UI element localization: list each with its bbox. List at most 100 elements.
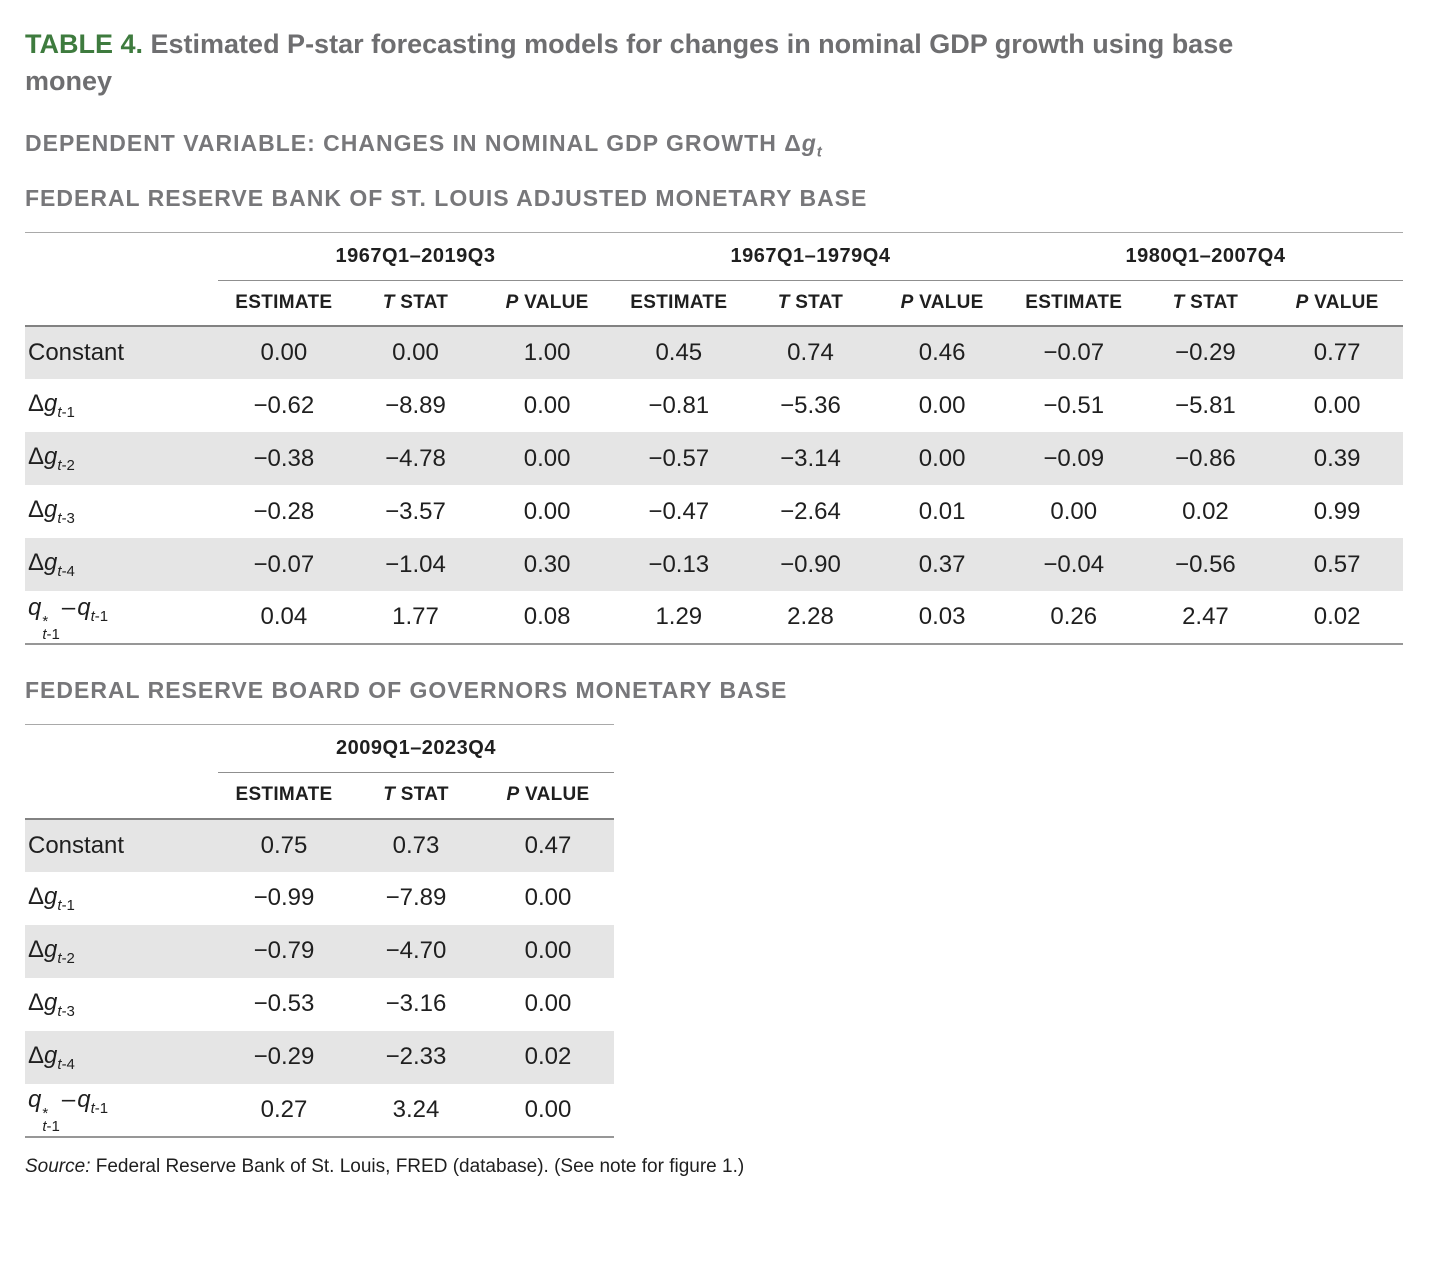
value-cell: −5.81 [1175,391,1236,419]
value-cell: 0.26 [1007,591,1140,646]
value-cell: −0.29 [218,1030,350,1084]
stlouis-base-table: 1967Q1–2019Q3 1967Q1–1979Q4 1980Q1–2007Q… [25,231,1403,646]
value-cell: 0.00 [349,326,482,380]
value-cell: −0.57 [612,432,745,486]
period-header: 1980Q1–2007Q4 [1007,231,1403,281]
value-cell: −7.89 [385,884,447,912]
value-cell: 0.04 [218,591,350,646]
table-number: TABLE 4. [25,29,144,59]
value-cell: 0.99 [1313,497,1361,525]
dependent-variable-text: DEPENDENT VARIABLE: CHANGES IN NOMINAL G… [25,130,785,156]
table-row-constant: Constant 0.75 0.73 0.47 [25,818,614,872]
tstat-header: T STAT [744,280,877,328]
value-cell: 1.00 [481,326,613,380]
value-cell: −0.04 [1007,538,1140,592]
row-label: Δgt-1 [28,882,75,914]
value-cell: 2.47 [1139,591,1272,646]
value-cell: −4.78 [349,432,482,486]
value-cell: 0.46 [876,326,1008,380]
delta-glyph: Δ [784,130,802,156]
table-row-dg1: Δgt-1 −0.99 −7.89 0.00 [25,872,614,925]
value-cell: 0.27 [218,1083,350,1138]
value-cell: −5.36 [780,391,841,419]
value-cell: −0.90 [744,538,877,592]
value-cell: 0.00 [481,432,613,486]
section-heading-governors: FEDERAL RESERVE BOARD OF GOVERNORS MONET… [25,677,788,704]
table-row-dg1: Δgt-1 −0.62 −8.89 0.00 −0.81 −5.36 0.00 … [25,379,1403,432]
pvalue-header: P VALUE [482,772,614,820]
value-cell: 0.00 [482,1083,614,1138]
row-label: Δgt-3 [28,988,75,1020]
value-cell: 0.02 [1182,497,1229,525]
value-cell: 0.45 [612,326,745,380]
row-label: q * t-1 –qt-1 [25,591,218,646]
table-row-constant: Constant 0.00 0.00 1.00 0.45 0.74 0.46 −… [25,326,1403,380]
row-label: Δgt-4 [25,1030,218,1084]
row-label: q * t-1 –qt-1 [25,1083,218,1138]
value-cell: −0.51 [1043,391,1105,419]
value-cell: −0.47 [648,497,710,525]
row-label: Constant [25,818,218,872]
value-cell: −0.38 [218,432,350,486]
value-cell: 1.29 [612,591,745,646]
table-row-qgap: q * t-1 –qt-1 0.04 1.77 0.08 1.29 2.28 0.03… [25,591,1403,646]
estimate-header: ESTIMATE [612,280,745,328]
section-heading-stlouis: FEDERAL RESERVE BANK OF ST. LOUIS ADJUST… [25,184,868,211]
table-title-text: Estimated P-star forecasting models for … [25,29,1234,96]
table-row-dg2: Δgt-2 −0.79 −4.70 0.00 [25,924,614,978]
value-cell: 0.08 [481,591,613,646]
value-cell: 0.00 [523,497,571,525]
value-cell: −0.28 [253,497,315,525]
period-header-row: 2009Q1–2023Q4 [25,724,614,774]
value-cell: 2.28 [744,591,877,646]
value-cell: −3.14 [744,432,877,486]
row-label: Δgt-2 [25,924,218,978]
value-cell: 0.73 [350,818,482,872]
value-cell: −1.04 [349,538,482,592]
value-cell: −0.99 [253,884,315,912]
delta-g-t-symbol: Δgt [784,130,822,161]
t-subscript: t [816,143,822,161]
table-row-dg2: Δgt-2 −0.38 −4.78 0.00 −0.57 −3.14 0.00 … [25,432,1403,486]
table-row-qgap: q * t-1 –qt-1 0.27 3.24 0.00 [25,1083,614,1138]
dependent-variable-heading: DEPENDENT VARIABLE: CHANGES IN NOMINAL G… [25,130,1412,161]
value-cell: 0.00 [218,326,350,380]
value-cell: −0.09 [1007,432,1140,486]
corner-cell [25,724,218,773]
corner-cell [25,280,218,328]
estimate-header: ESTIMATE [218,772,350,820]
row-label: Δgt-1 [28,390,75,421]
value-cell: 0.01 [918,497,966,525]
value-cell: −2.33 [350,1030,482,1084]
value-cell: 0.00 [523,391,571,419]
value-cell: 0.00 [524,990,572,1018]
value-cell: 0.75 [218,818,350,872]
value-cell: 0.39 [1271,432,1403,486]
value-cell: −0.79 [218,924,350,978]
table-row-dg4: Δgt-4 −0.07 −1.04 0.30 −0.13 −0.90 0.37 … [25,538,1403,592]
value-cell: −3.57 [385,497,446,525]
value-cell: −8.89 [385,391,446,419]
value-cell: 0.03 [876,591,1008,646]
value-cell: −0.56 [1139,538,1272,592]
source-text: Federal Reserve Bank of St. Louis, FRED … [90,1155,745,1177]
value-cell: −3.16 [385,990,447,1018]
table-row-dg3: Δgt-3 −0.53 −3.16 0.00 [25,978,614,1031]
value-cell: 0.37 [876,538,1008,592]
q-star-stack: * t-1 [42,612,60,643]
source-note: Source: Federal Reserve Bank of St. Loui… [25,1156,1412,1178]
tstat-header: T STAT [350,772,482,820]
value-cell: 0.00 [1050,497,1098,525]
source-label: Source: [25,1155,91,1177]
pvalue-header: P VALUE [876,280,1008,328]
tstat-header: T STAT [1139,280,1272,328]
column-header-row: ESTIMATE T STAT P VALUE ESTIMATE T STAT … [25,280,1403,328]
value-cell: −2.64 [780,497,841,525]
value-cell: −0.53 [253,990,315,1018]
period-header: 1967Q1–1979Q4 [612,231,1008,281]
value-cell: 0.30 [481,538,613,592]
table-row-dg3: Δgt-3 −0.28 −3.57 0.00 −0.47 −2.64 0.01 … [25,485,1403,538]
value-cell: 0.00 [918,391,966,419]
period-header-row: 1967Q1–2019Q3 1967Q1–1979Q4 1980Q1–2007Q… [25,231,1403,281]
